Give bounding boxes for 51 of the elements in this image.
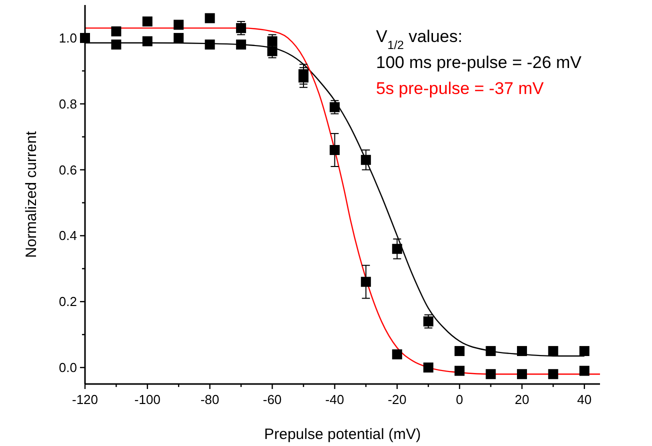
point	[236, 23, 246, 34]
point	[111, 40, 122, 50]
y-tick-label: 0.4	[58, 228, 77, 244]
x-tick-label: -60	[262, 392, 282, 407]
y-tick-label: 0.0	[58, 360, 77, 376]
x-tick-label: -100	[134, 392, 160, 407]
point	[142, 36, 152, 46]
point	[142, 16, 152, 26]
x-tick-label: -40	[325, 392, 344, 407]
annotation: V$_{1/2}$ values:	[376, 27, 462, 52]
point	[267, 46, 278, 56]
point	[267, 36, 278, 46]
point	[236, 40, 246, 50]
x-tick-label: 0	[456, 392, 464, 407]
y-axis-title: Normalized current	[23, 130, 40, 258]
point	[360, 154, 371, 165]
point	[486, 346, 496, 356]
point	[298, 69, 308, 80]
y-tick-label: 0.6	[58, 162, 77, 178]
point	[174, 20, 184, 30]
x-tick-label: -80	[200, 392, 220, 407]
point	[516, 369, 527, 380]
point	[204, 40, 215, 50]
point	[454, 346, 465, 356]
point	[579, 346, 590, 356]
point	[392, 349, 402, 360]
point	[204, 13, 215, 24]
point	[174, 32, 184, 43]
point	[579, 366, 590, 376]
x-tick-label: -120	[72, 392, 98, 407]
annotation: 5s pre-pulse = -37 mV	[376, 79, 544, 98]
point	[392, 244, 402, 254]
x-axis-title: Prepulse potential (mV)	[264, 426, 421, 443]
point	[330, 102, 340, 112]
point	[111, 26, 122, 36]
point	[486, 369, 496, 380]
y-tick-label: 0.8	[58, 96, 77, 112]
point	[516, 346, 527, 356]
point	[423, 362, 434, 373]
x-tick-label: 40	[577, 392, 592, 407]
point	[423, 316, 434, 326]
y-tick-label: 1.0	[58, 30, 77, 46]
point	[360, 276, 371, 287]
point	[454, 366, 465, 376]
x-tick-label: 20	[514, 392, 530, 407]
x-tick-label: -20	[388, 392, 407, 407]
point	[330, 145, 340, 156]
point	[548, 369, 558, 380]
annotation: 100 ms pre-pulse = -26 mV	[376, 53, 582, 72]
y-tick-label: 0.2	[58, 294, 77, 310]
point	[548, 346, 558, 356]
